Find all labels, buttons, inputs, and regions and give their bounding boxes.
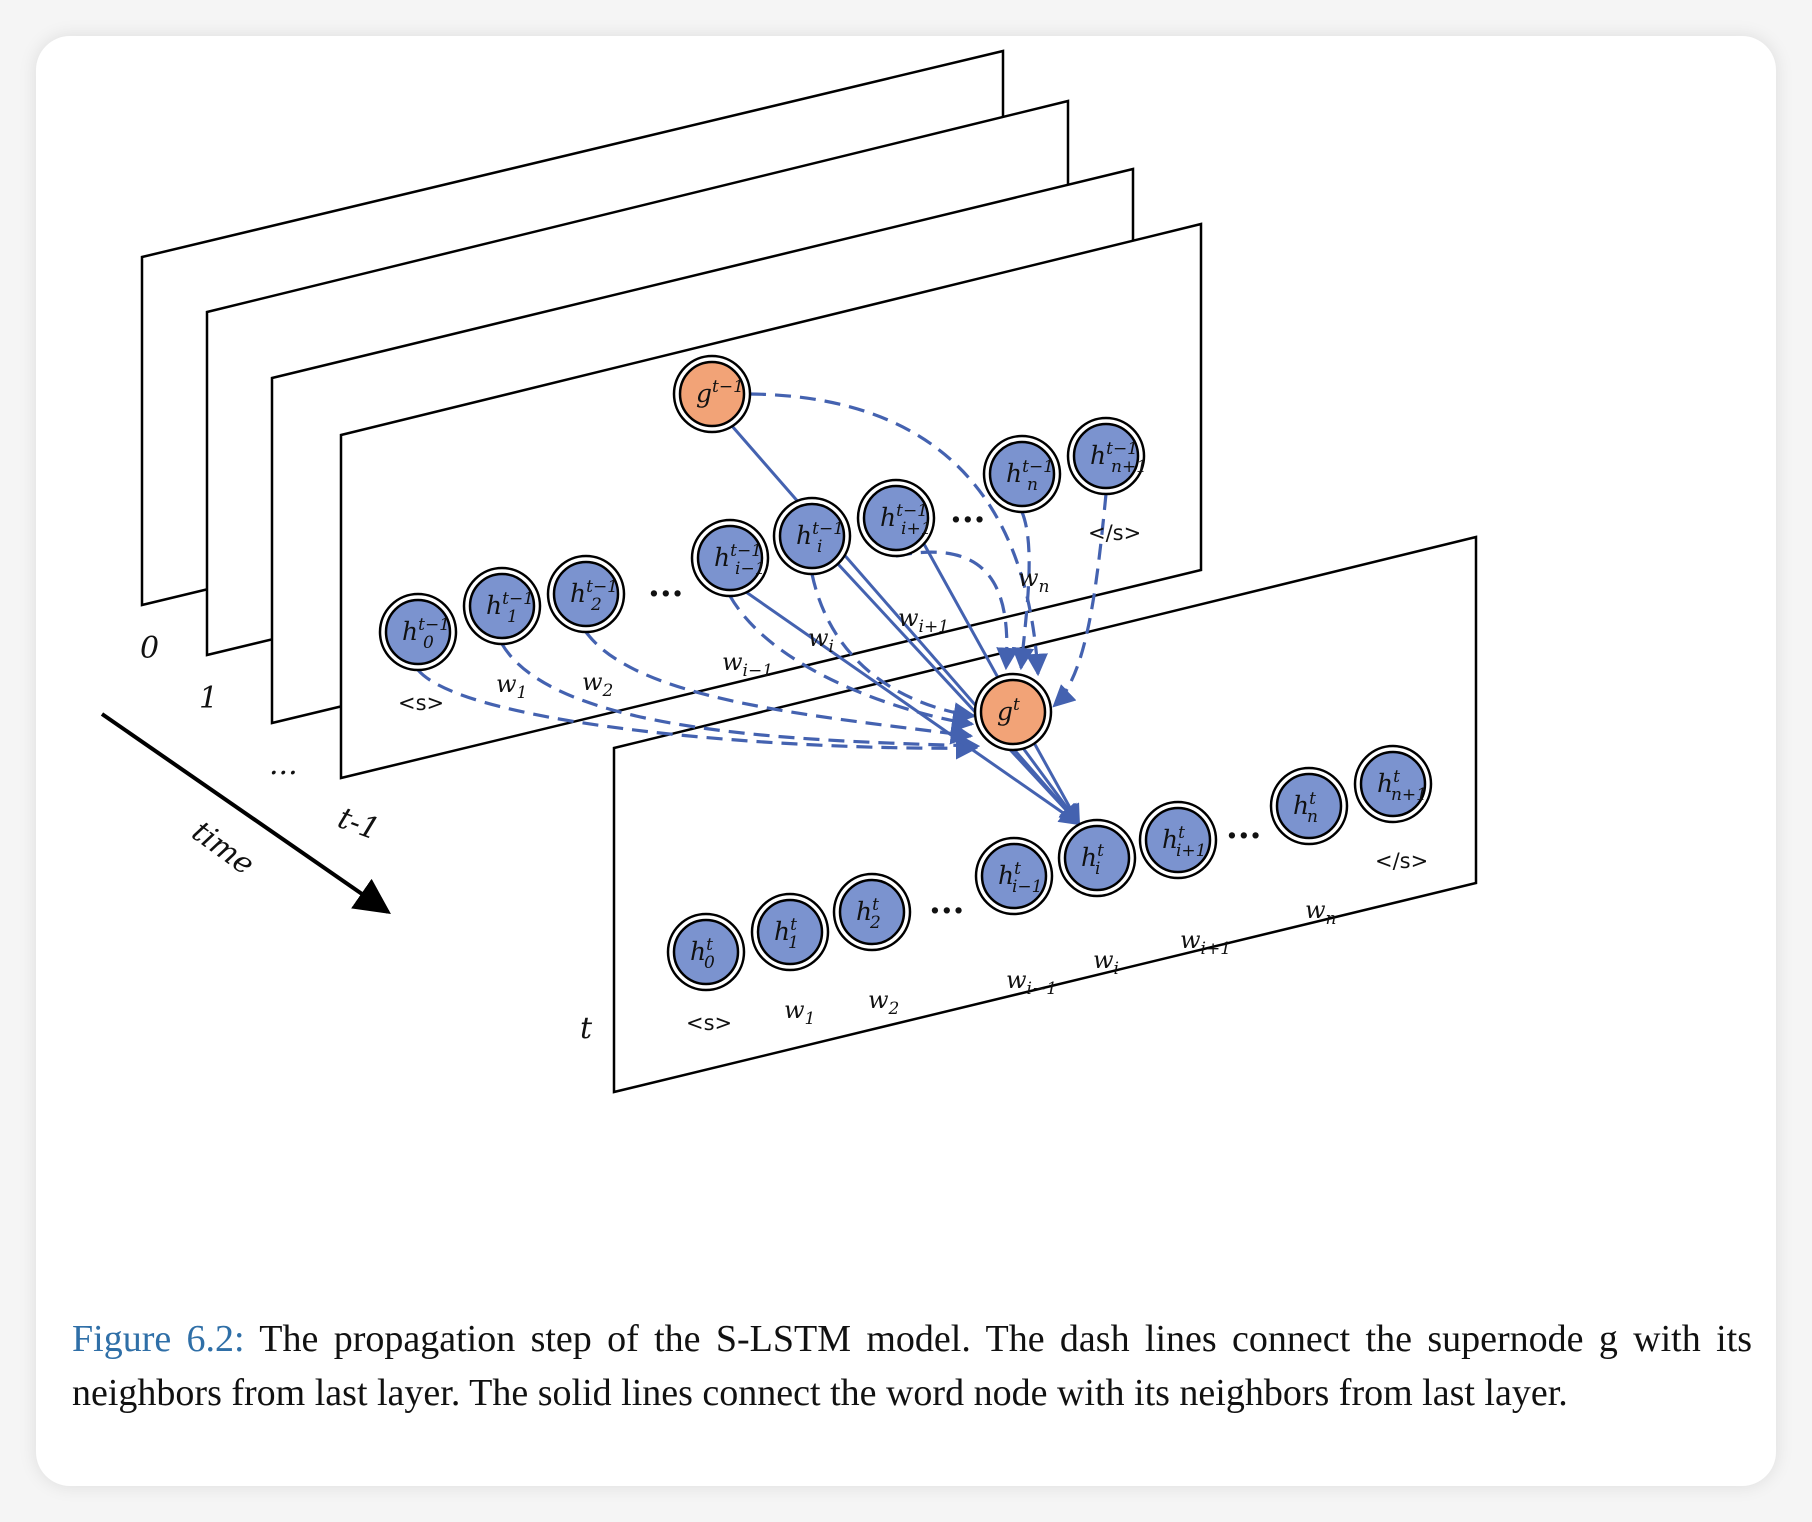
- dashed-edge-1: [500, 643, 981, 757]
- dashed-edge-6: [1011, 511, 1035, 671]
- curr-node-5: ht i+1: [1138, 800, 1218, 880]
- time-axis-label: time: [185, 814, 260, 882]
- curr-node-5-core: [1144, 806, 1212, 874]
- ellipsis-curr: ...: [929, 882, 965, 922]
- curr-node-6: ht n: [1269, 766, 1349, 846]
- prev-node-4: ht−1 i: [772, 496, 852, 576]
- ellipsis-prev-right: ...: [950, 491, 986, 531]
- prev-node-5: ht−1 i+1: [856, 478, 936, 558]
- caption-text: The propagation step of the S-LSTM model…: [72, 1318, 1752, 1414]
- layer-label-1: 1: [199, 681, 218, 716]
- layer-label-dots: ...: [269, 747, 298, 782]
- curr-node-2-core: [838, 878, 906, 946]
- layer-label-0: 0: [140, 631, 159, 666]
- supernode-prev: gt−1: [672, 354, 752, 434]
- dashed-edge-3: [728, 595, 975, 733]
- prev-node-1: ht−1 1: [462, 566, 542, 646]
- figure-caption: Figure 6.2: The propagation step of the …: [72, 1312, 1752, 1420]
- dashed-edge-supernode: [749, 392, 1048, 677]
- figure-card: 0 1 ... t-1 t time ht−1 0 <s> ht−1 1 w1 ht−1 2 w…: [36, 36, 1776, 1486]
- prev-node-7: ht−1 n+1: [1066, 416, 1147, 496]
- edge-group: [416, 392, 1108, 826]
- ellipsis-prev: ...: [648, 565, 684, 605]
- layer-label-t-1: t-1: [333, 801, 384, 848]
- prev-node-3-core: [696, 524, 764, 592]
- prev-node-3: ht−1 i−1: [690, 518, 770, 598]
- dashed-edge-2: [584, 631, 974, 745]
- curr-node-1: ht 1: [750, 892, 830, 972]
- curr-node-3-core: [980, 842, 1048, 910]
- layer-plane-prev: [339, 222, 1203, 780]
- layer-plane-curr: [612, 535, 1478, 1094]
- curr-node-4-label: ht i: [1081, 841, 1104, 879]
- prev-node-6-core: [988, 440, 1056, 508]
- prev-node-2-core: [552, 560, 620, 628]
- curr-node-1-core: [756, 898, 824, 966]
- dashed-edge-4: [810, 573, 977, 725]
- curr-node-2: ht 2: [832, 872, 912, 952]
- prev-node-1-core: [468, 572, 536, 640]
- supernode-prev-core: [678, 360, 746, 428]
- prev-node-0-core: [384, 598, 452, 666]
- curr-node-4-core: [1063, 824, 1131, 892]
- dashed-edge-7: [1052, 493, 1108, 708]
- curr-node-7: ht n+1: [1353, 744, 1433, 824]
- curr-node-0-core: [672, 918, 740, 986]
- supernode-curr: gt: [973, 672, 1053, 752]
- curr-node-7-core: [1359, 750, 1427, 818]
- prev-node-0-token: <s>: [398, 691, 444, 715]
- dashed-edge-0: [416, 668, 979, 760]
- prev-node-7-token: </s>: [1088, 521, 1141, 545]
- prev-node-5-core: [862, 484, 930, 552]
- curr-node-4: ht i: [1057, 818, 1137, 898]
- figure-number: Figure 6.2:: [72, 1318, 245, 1360]
- solid-edge-4: [1021, 747, 1081, 826]
- solid-edge-1: [745, 590, 1081, 826]
- prev-node-3-label: ht−1 i−1: [714, 541, 766, 579]
- time-axis-arrow: [100, 712, 391, 915]
- prev-node-6: ht−1 n: [982, 434, 1062, 514]
- curr-node-6-core: [1275, 772, 1343, 840]
- ellipsis-curr-right: ...: [1226, 807, 1262, 847]
- curr-node-3: ht i−1: [974, 836, 1054, 916]
- layer-label-t: t: [580, 1011, 593, 1046]
- solid-edge-2: [836, 562, 1081, 826]
- curr-node-0: ht 0: [666, 912, 746, 992]
- curr-node-0-token: <s>: [686, 1011, 732, 1035]
- solid-edge-0: [730, 425, 1081, 826]
- supernode-curr-core: [979, 678, 1047, 746]
- prev-node-7-core: [1072, 422, 1140, 490]
- prev-node-0-label: ht−1 0: [402, 615, 450, 653]
- prev-node-2: ht−1 2: [546, 554, 626, 634]
- prev-node-0: ht−1 0: [378, 592, 458, 672]
- prev-node-4-core: [778, 502, 846, 570]
- curr-node-7-token: </s>: [1375, 849, 1428, 873]
